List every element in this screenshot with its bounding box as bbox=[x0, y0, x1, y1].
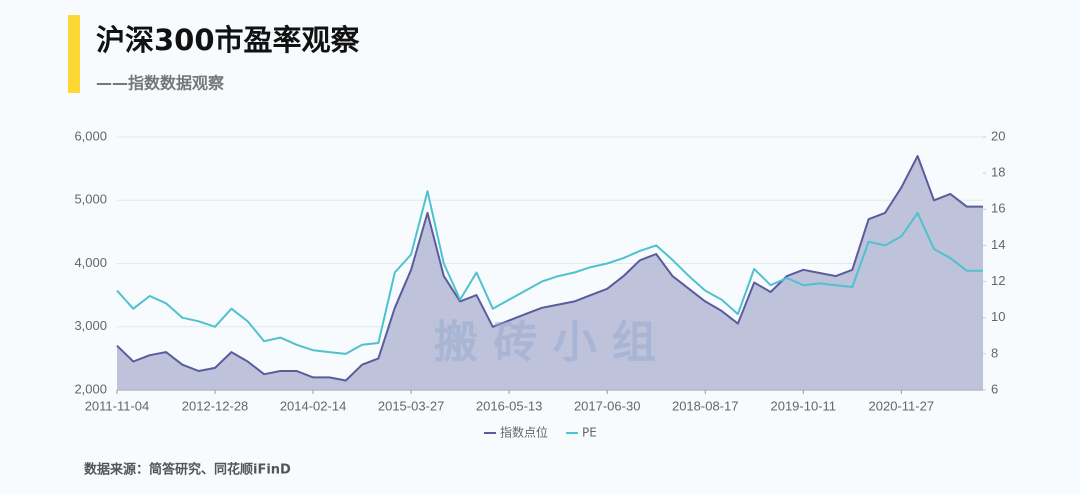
legend-label: 指数点位 bbox=[500, 425, 548, 440]
y2-tick-label: 16 bbox=[991, 201, 1005, 216]
x-tick-label: 2011-11-04 bbox=[85, 398, 150, 413]
x-tick-label: 2016-05-13 bbox=[476, 398, 543, 413]
plot: 2,0003,0004,0005,0006,000681012141618202… bbox=[74, 128, 1005, 439]
source-note: 数据来源：简答研究、同花顺iFinD bbox=[84, 462, 291, 478]
y2-tick-label: 14 bbox=[991, 237, 1005, 252]
y2-tick-label: 6 bbox=[991, 381, 998, 396]
watermark: 搬 砖 小 组 bbox=[434, 317, 656, 368]
line bbox=[116, 190, 983, 355]
chart-title: 沪深300市盈率观察 bbox=[96, 23, 361, 57]
area bbox=[117, 156, 983, 390]
x-tick-label: 2017-06-30 bbox=[574, 398, 641, 413]
line bbox=[116, 155, 983, 382]
y-tick-label: 5,000 bbox=[74, 192, 107, 207]
y-tick-label: 6,000 bbox=[74, 128, 107, 143]
x-tick-label: 2015-03-27 bbox=[378, 398, 445, 413]
x-tick-label: 2019-10-11 bbox=[770, 398, 836, 413]
y2-tick-label: 20 bbox=[991, 128, 1005, 143]
legend-label: PE bbox=[582, 426, 597, 440]
x-tick-label: 2018-08-17 bbox=[672, 398, 739, 413]
y2-tick-label: 10 bbox=[991, 309, 1005, 324]
x-tick-label: 2014-02-14 bbox=[280, 398, 347, 413]
y2-tick-label: 8 bbox=[991, 345, 998, 360]
x-tick-label: 2020-11-27 bbox=[869, 398, 935, 413]
y-tick-label: 4,000 bbox=[74, 255, 107, 270]
y-tick-label: 2,000 bbox=[74, 381, 107, 396]
x-tick-label: 2012-12-28 bbox=[182, 398, 249, 413]
y-tick-label: 3,000 bbox=[74, 318, 107, 333]
y2-tick-label: 18 bbox=[991, 165, 1005, 180]
title-accent bbox=[68, 15, 80, 93]
chart-subtitle: ——指数数据观察 bbox=[96, 74, 225, 93]
y2-tick-label: 12 bbox=[991, 273, 1005, 288]
